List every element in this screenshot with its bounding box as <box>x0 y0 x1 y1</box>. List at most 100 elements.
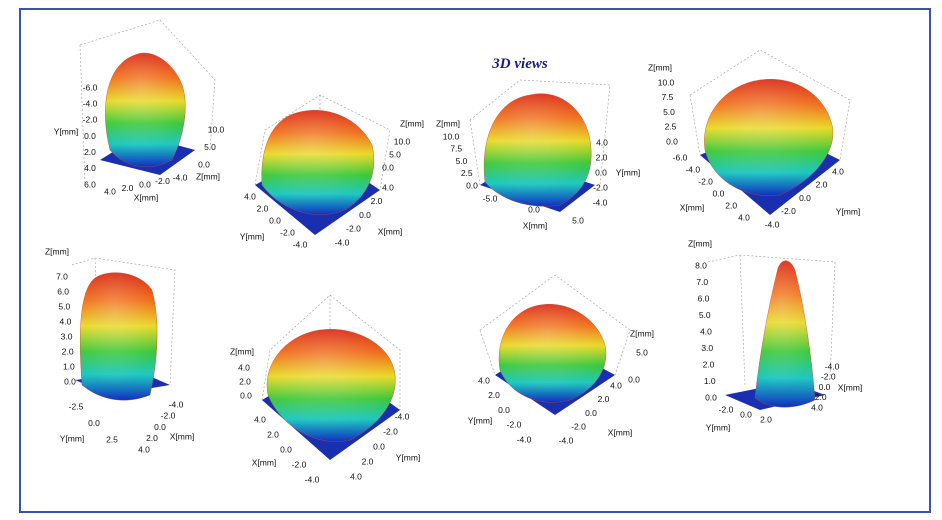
tick-label: 0.0 <box>382 162 394 172</box>
axis-label: Y[mm] <box>616 167 641 177</box>
tick-label: -2.0 <box>155 176 170 186</box>
axis-label: X[mm] <box>523 220 548 230</box>
tick-label: 4.0 <box>138 444 150 454</box>
surface-plot: 7.0 6.0 5.0 4.0 3.0 2.0 1.0 0.0 Z[mm] -2.5 0.0 2.5 Y… <box>45 246 194 454</box>
tick-label: 2.5 <box>461 168 473 178</box>
surface-highlight <box>267 329 396 442</box>
tick-label: 5.0 <box>389 149 401 159</box>
axis-label: Y[mm] <box>240 231 265 241</box>
tick-label: 0.0 <box>585 408 597 418</box>
tick-label: 0.0 <box>628 374 640 384</box>
tick-label: 0.0 <box>139 179 151 189</box>
tick-label: 4.0 <box>610 380 622 390</box>
tick-label: 4.0 <box>700 326 712 336</box>
axis-label: X[mm] <box>378 226 403 236</box>
tick-label: 4.0 <box>254 414 266 424</box>
tick-label: 5.0 <box>663 107 675 117</box>
tick-label: -4.0 <box>395 411 410 421</box>
tick-label: -4.0 <box>83 98 98 108</box>
tick-label: -4.0 <box>305 474 320 484</box>
grid-box <box>469 79 611 186</box>
tick-label: 10.0 <box>443 131 460 141</box>
tick-label: -5.0 <box>483 193 498 203</box>
tick-label: 2.0 <box>596 152 608 162</box>
axis-label: Z[mm] <box>400 118 424 128</box>
tick-label: 0.0 <box>705 392 717 402</box>
tick-label: 4.0 <box>811 402 823 412</box>
axis-label: Z[mm] <box>630 328 654 338</box>
axis-label: Y[mm] <box>54 126 79 136</box>
tick-label: 6.0 <box>57 286 69 296</box>
tick-label: 8.0 <box>695 260 707 270</box>
tick-label: 0.0 <box>712 188 724 198</box>
axis-label: Z[mm] <box>648 62 672 72</box>
tick-label: 2.0 <box>816 180 828 190</box>
tick-label: -4.0 <box>173 172 188 182</box>
tick-label: 2.0 <box>267 429 279 439</box>
tick-label: -6.0 <box>673 152 688 162</box>
tick-label: -4.0 <box>685 164 700 174</box>
surface-plot: 4.02.00.0Z[mm]4.02.00.0-2.0-4.0X[mm]-4.0… <box>230 294 421 484</box>
tick-label: -2.0 <box>83 115 98 125</box>
axis-label: X[mm] <box>170 431 195 441</box>
tick-label: 5.0 <box>699 310 711 320</box>
grid-box <box>479 274 631 376</box>
tick-label: 5.0 <box>456 156 468 166</box>
axis-label: X[mm] <box>680 202 705 212</box>
tick-label: 2.0 <box>62 346 74 356</box>
tick-label: 0.0 <box>498 405 510 415</box>
tick-label: 2.0 <box>257 203 269 213</box>
tick-label: 7.5 <box>450 144 462 154</box>
axis-label: X[mm] <box>134 192 159 202</box>
tick-label: -2.0 <box>821 372 836 382</box>
axis-label: Z[mm] <box>230 346 254 356</box>
tick-label: 4.0 <box>244 191 256 201</box>
tick-label: 4.0 <box>60 316 72 326</box>
tick-label: 4.0 <box>84 163 96 173</box>
tick-label: 4.0 <box>832 166 844 176</box>
surface-highlight <box>80 272 158 401</box>
tick-label: 2.0 <box>146 433 158 443</box>
axis-label: Y[mm] <box>396 452 421 462</box>
axis-label: Y[mm] <box>60 433 85 443</box>
tick-label: 0.0 <box>88 418 100 428</box>
tick-label: 2.0 <box>122 183 134 193</box>
surface-plot: 10.07.55.02.50.0Z[mm]-6.0-4.0-2.00.02.04… <box>648 49 860 229</box>
tick-label: -2.0 <box>292 459 307 469</box>
surface-plot: 10.0 7.5 5.0 2.5 0.0 Z[mm] -5.0 0.0 5.0 X[mm] 4.0 2… <box>436 79 641 230</box>
tick-label: 2.0 <box>598 394 610 404</box>
tick-label: 4.0 <box>382 182 394 192</box>
tick-label: 2.0 <box>362 456 374 466</box>
tick-label: 1.0 <box>704 376 716 386</box>
tick-label: 6.0 <box>84 179 96 189</box>
tick-label: 0.0 <box>799 193 811 203</box>
tick-label: 2.0 <box>760 414 772 424</box>
tick-label: -2.0 <box>698 176 713 186</box>
tick-label: 4.0 <box>104 186 116 196</box>
surface-highlight <box>261 110 374 215</box>
tick-label: 4.0 <box>350 471 362 481</box>
tick-label: 2.5 <box>106 434 118 444</box>
tick-label: 4.0 <box>478 375 490 385</box>
tick-label: 0.0 <box>269 215 281 225</box>
tick-label: 0.0 <box>666 136 678 146</box>
axis-label: X[mm] <box>838 382 863 392</box>
tick-label: 3.0 <box>61 331 73 341</box>
surface-plot: 5.00.0Z[mm]4.02.00.0-2.0-4.0Y[mm]4.02.00… <box>468 274 654 445</box>
axis-label: Z[mm] <box>45 246 69 256</box>
axis-label: X[mm] <box>608 427 633 437</box>
tick-label: 7.5 <box>662 92 674 102</box>
surface-highlight <box>499 304 606 403</box>
surface-highlight <box>484 93 592 207</box>
tick-label: -4.0 <box>825 361 840 371</box>
tick-label: -4.0 <box>293 239 308 249</box>
tick-label: 2.0 <box>371 196 383 206</box>
tick-label: 0.0 <box>84 131 96 141</box>
axis-label: X[mm] <box>252 457 277 467</box>
tick-label: 0.0 <box>240 390 252 400</box>
grid-box <box>79 19 216 186</box>
tick-label: 2.0 <box>703 359 715 369</box>
tick-label: 5.0 <box>58 301 70 311</box>
tick-label: -4.0 <box>593 197 608 207</box>
